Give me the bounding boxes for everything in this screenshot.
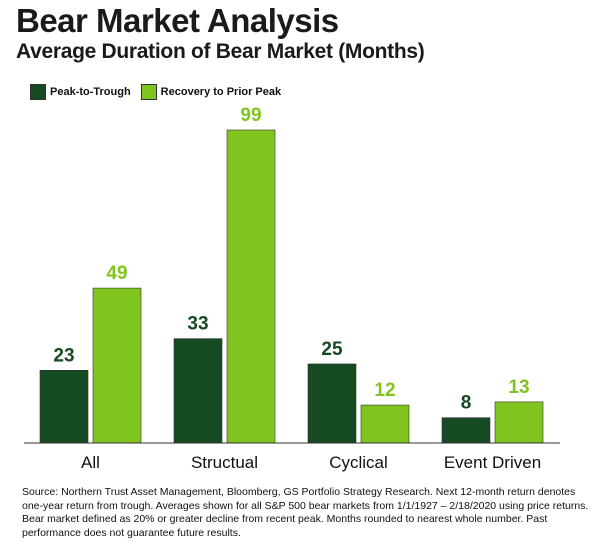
x-tick-label: Event Driven	[444, 453, 541, 472]
bar-structual-peak-to-trough	[173, 338, 223, 444]
footnote: Source: Northern Trust Asset Management,…	[22, 486, 589, 539]
chart-title: Bear Market Analysis	[16, 2, 339, 39]
bar-plot: 23 49 All 33 99 Structual 25 12 Cyclical 8 13 Event…	[24, 105, 560, 472]
data-label: 12	[374, 380, 395, 401]
data-label: 8	[461, 393, 472, 414]
bar-cyclical-recovery	[360, 404, 410, 444]
bar-cyclical-peak-to-trough	[307, 363, 357, 444]
bar-event-driven-recovery	[494, 401, 544, 444]
legend: Peak-to-Trough Recovery to Prior Peak	[30, 84, 291, 100]
bar-structual-recovery	[226, 129, 276, 444]
bar-all-peak-to-trough	[39, 369, 89, 444]
bar-event-driven-peak-to-trough	[441, 417, 491, 444]
legend-label-recovery: Recovery to Prior Peak	[160, 86, 282, 98]
legend-swatch-peak-to-trough	[30, 84, 46, 100]
chart-subtitle: Average Duration of Bear Market (Months)	[16, 40, 425, 63]
data-label: 25	[321, 339, 343, 360]
data-label: 99	[240, 105, 261, 126]
data-label: 13	[508, 377, 529, 398]
bar-all-recovery	[92, 287, 142, 444]
data-label: 49	[106, 263, 127, 284]
data-label: 23	[53, 345, 74, 366]
legend-label-peak-to-trough: Peak-to-Trough	[50, 86, 131, 98]
x-tick-label: Structual	[191, 453, 258, 472]
data-label: 33	[187, 314, 208, 335]
x-tick-label: Cyclical	[329, 453, 388, 472]
legend-swatch-recovery	[140, 84, 157, 100]
x-tick-label: All	[81, 453, 100, 472]
